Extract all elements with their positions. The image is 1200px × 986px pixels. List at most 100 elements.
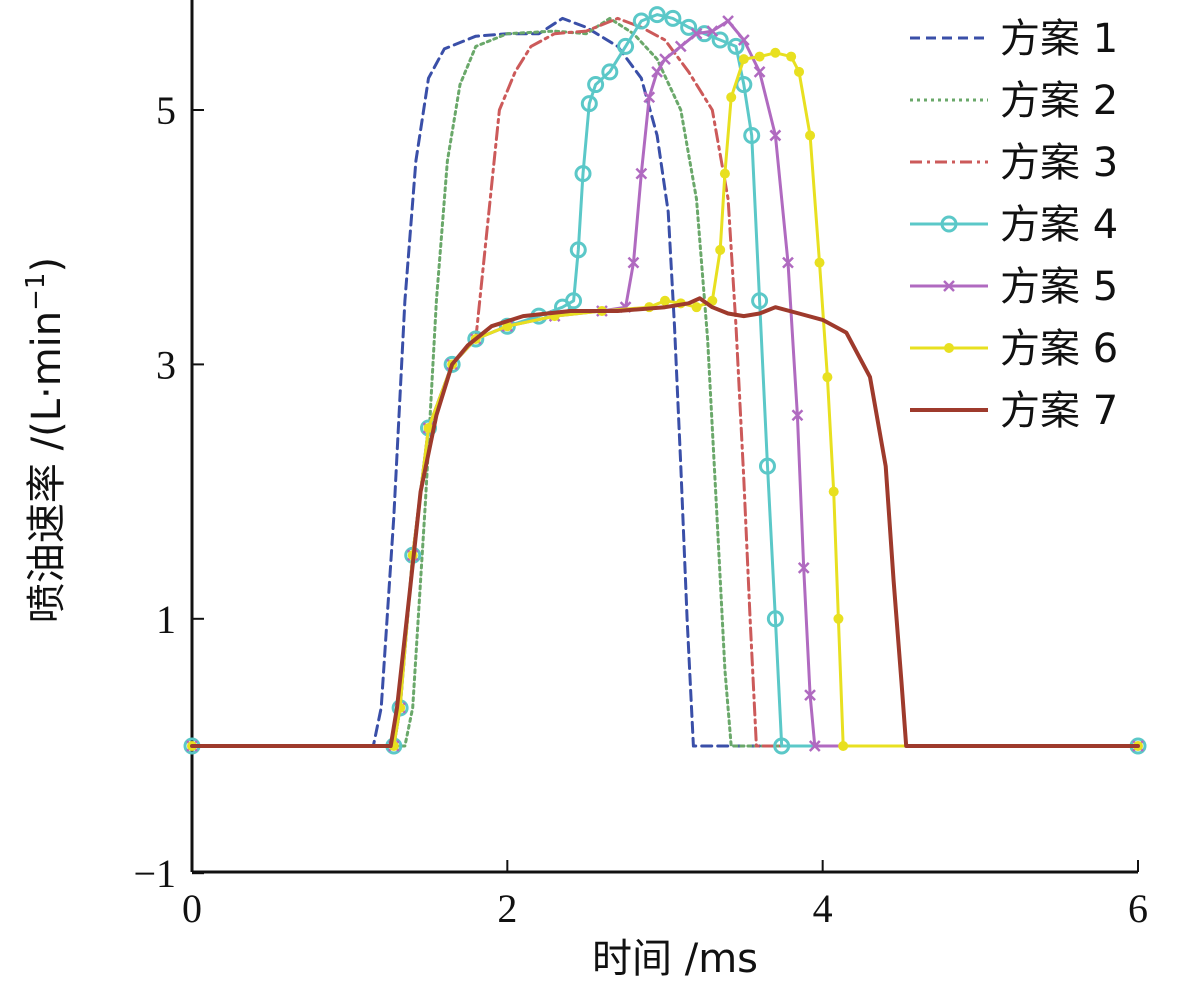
series-7 (190, 296, 1140, 748)
series-4-point (617, 37, 635, 55)
series-4-point (680, 18, 698, 36)
legend-item-2: 方案 2 (910, 78, 1118, 124)
series-line-1 (190, 16, 1140, 748)
x-tick-label: 2 (497, 886, 517, 931)
x-tick-label: 6 (1128, 886, 1148, 931)
series-4-point (773, 737, 791, 755)
series-5-point (737, 34, 750, 46)
series-4-point (766, 610, 784, 628)
legend-item-3: 方案 3 (910, 140, 1118, 186)
series-6-point (754, 51, 765, 62)
series-5-point (797, 562, 810, 574)
series-line-5 (190, 19, 1140, 748)
series-4-point (664, 9, 682, 27)
series-6-point (833, 613, 844, 624)
series-6-point (770, 47, 781, 58)
legend-label: 方案 4 (1000, 202, 1118, 248)
x-tick-label: 0 (182, 886, 202, 931)
series-4-point (751, 292, 769, 310)
series-1 (190, 16, 1140, 748)
series-5 (186, 15, 1144, 752)
legend-item-4: 方案 4 (910, 202, 1118, 248)
legend-label: 方案 5 (1000, 264, 1118, 310)
series-line-2 (190, 16, 1140, 748)
series-5-point (782, 256, 794, 269)
series-line-6 (190, 51, 1140, 748)
series-6-point (715, 244, 726, 255)
series-4-point (565, 292, 583, 310)
series-layer (183, 6, 1147, 755)
x-tick-label: 4 (813, 886, 833, 931)
series-line-7 (190, 296, 1140, 748)
legend-item-7: 方案 7 (910, 388, 1118, 434)
series-4-point (587, 76, 605, 94)
legend-item-6: 方案 6 (910, 326, 1118, 372)
series-line-3 (190, 16, 1140, 748)
series-4-point (727, 37, 745, 55)
series-4-point (632, 12, 650, 30)
series-6-point (828, 486, 839, 497)
series-6-point (794, 66, 805, 77)
series-6-point (726, 92, 737, 103)
legend-marker (944, 343, 954, 353)
y-tick-label: 5 (156, 88, 176, 133)
series-5-point (753, 65, 766, 78)
series-5-point (627, 256, 640, 269)
series-5-point (808, 740, 821, 752)
y-axis-title-superscript: −1 (21, 273, 51, 311)
series-5-point (651, 65, 664, 78)
series-4-point (569, 241, 587, 259)
series-6-point (719, 168, 730, 179)
y-axis-title-close: ) (24, 257, 70, 273)
x-axis-ticks: 0 2 4 6 (182, 860, 1148, 931)
series-6-point (822, 372, 833, 383)
y-axis-title-main: 喷油速率 /(L·min (24, 311, 70, 623)
series-6-point (691, 302, 702, 313)
series-6-point (738, 54, 749, 65)
legend-label: 方案 6 (1000, 326, 1118, 372)
series-6-point (805, 130, 816, 141)
legend-label: 方案 1 (1000, 16, 1118, 62)
plot-area: 0 2 4 6 −1 1 3 5 (133, 0, 1148, 931)
series-5-point (690, 27, 703, 40)
series-5-point (769, 129, 782, 142)
legend-item-1: 方案 1 (910, 16, 1118, 62)
series-4-point (758, 457, 776, 475)
series-5-point (706, 25, 719, 38)
series-4-point (574, 165, 592, 183)
series-5-point (804, 689, 816, 702)
series-5-point (659, 53, 671, 66)
series-5-point (635, 167, 648, 180)
series-4-point (711, 31, 729, 49)
y-axis-title: 喷油速率 /(L·min−1) (21, 257, 70, 623)
legend-label: 方案 7 (1000, 388, 1118, 434)
legend-marker (940, 215, 958, 233)
series-6-point (838, 741, 849, 751)
y-tick-label: 3 (156, 342, 176, 387)
series-4-point (648, 6, 666, 24)
legend-label: 方案 2 (1000, 78, 1118, 124)
series-3 (190, 16, 1140, 748)
series-4-point (580, 95, 598, 113)
series-5-point (643, 91, 656, 104)
series-5-point (722, 15, 734, 27)
legend-label: 方案 3 (1000, 140, 1118, 186)
y-tick-label: −1 (133, 851, 176, 896)
series-6-point (786, 51, 797, 62)
series-6-point (423, 423, 434, 433)
legend-item-5: 方案 5 (910, 264, 1118, 310)
series-4-point (443, 355, 461, 373)
series-6-point (814, 257, 825, 268)
y-axis-title-group: 喷油速率 /(L·min−1) (21, 257, 70, 623)
y-axis-ticks: −1 1 3 5 (133, 88, 204, 896)
series-4-point (467, 330, 485, 348)
series-5-point (674, 40, 687, 53)
y-tick-label: 1 (156, 597, 176, 642)
series-6-point (660, 295, 670, 306)
series-5-point (791, 409, 804, 422)
legend: 方案 1 方案 2 方案 3 方案 4 方案 5 方案 6 方案 7 (910, 16, 1118, 434)
series-line-4 (190, 13, 1140, 748)
series-2 (190, 16, 1140, 748)
legend-marker (943, 280, 955, 292)
